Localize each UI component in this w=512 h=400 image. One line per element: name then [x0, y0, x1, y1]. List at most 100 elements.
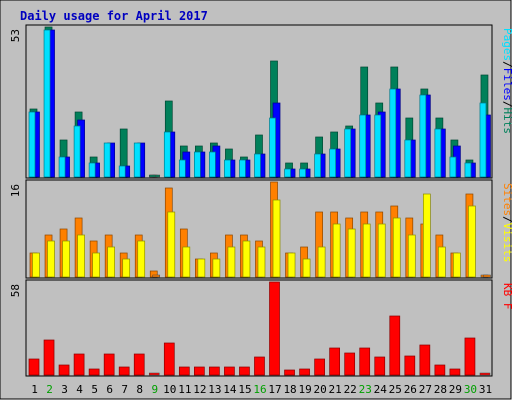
x-tick-label: 27 — [419, 383, 432, 396]
x-tick-label: 15 — [238, 383, 251, 396]
x-tick-label: 14 — [223, 383, 237, 396]
x-tick-label: 25 — [389, 383, 402, 396]
bar — [287, 252, 296, 278]
bar — [224, 366, 235, 376]
bar — [449, 156, 457, 178]
bar — [374, 356, 386, 376]
x-tick-label: 2 — [46, 383, 53, 396]
bar — [122, 258, 131, 278]
bar — [374, 114, 382, 178]
x-tick-label: 21 — [329, 383, 342, 396]
x-tick-label: 20 — [314, 383, 327, 396]
x-tick-label: 30 — [464, 383, 477, 396]
bar — [242, 240, 251, 278]
x-tick-label: 11 — [178, 383, 191, 396]
x-tick-label: 7 — [121, 383, 128, 396]
bar — [272, 199, 281, 278]
bar — [377, 223, 386, 278]
y-max-label: 16 — [9, 184, 22, 197]
bar — [107, 246, 116, 278]
bar — [419, 94, 427, 178]
bar — [269, 117, 276, 178]
bar — [163, 131, 171, 178]
bar — [28, 111, 36, 178]
bar — [209, 366, 220, 376]
bar — [133, 142, 141, 178]
bar — [149, 174, 156, 178]
bar — [43, 339, 55, 376]
x-tick-label: 29 — [449, 383, 462, 396]
bar — [299, 368, 310, 376]
series-kb-f — [28, 281, 491, 376]
x-tick-label: 4 — [76, 383, 83, 396]
bar — [344, 128, 352, 178]
x-tick-label: 19 — [298, 383, 311, 396]
bar — [178, 366, 190, 376]
bar — [314, 358, 325, 376]
x-tick-label: 24 — [374, 383, 388, 396]
series-visits — [32, 193, 491, 278]
bar — [254, 153, 261, 178]
bar — [314, 153, 321, 178]
bar — [212, 258, 221, 278]
bar — [404, 355, 416, 376]
bar — [88, 368, 100, 376]
legend-kb: KB F — [501, 283, 512, 310]
x-tick-label: 13 — [208, 383, 221, 396]
bar — [197, 258, 206, 278]
bar — [359, 347, 371, 376]
legend-entry: / — [501, 61, 512, 68]
bar — [389, 88, 397, 178]
bar — [479, 372, 491, 376]
legend-entry: Visits — [501, 223, 512, 263]
x-tick-label: 17 — [268, 383, 281, 396]
bar — [479, 102, 487, 178]
chart-title: Daily usage for April 2017 — [20, 9, 208, 23]
x-tick-label: 16 — [253, 383, 266, 396]
bar — [118, 165, 126, 178]
legend-entry: Pages — [501, 28, 512, 61]
bar — [434, 128, 442, 178]
bar — [62, 240, 70, 278]
x-tick-label: 28 — [434, 383, 447, 396]
bar — [389, 315, 401, 376]
bar — [182, 246, 191, 278]
bar — [422, 193, 431, 278]
x-tick-label: 6 — [106, 383, 113, 396]
bar — [167, 211, 176, 278]
bar — [73, 125, 81, 178]
panel-kb: 58 KB F — [9, 279, 512, 377]
bar — [329, 148, 336, 178]
bar — [178, 159, 186, 178]
bar — [284, 168, 291, 178]
bar — [332, 223, 341, 278]
bar — [449, 368, 461, 376]
bar — [329, 347, 340, 376]
bar — [284, 369, 295, 376]
bar — [483, 274, 491, 278]
bar — [239, 159, 246, 178]
bar — [149, 372, 160, 376]
legend-entry: KB F — [501, 283, 512, 310]
x-tick-label: 9 — [151, 383, 158, 396]
bar — [103, 353, 115, 376]
bar — [47, 240, 55, 278]
bar — [163, 342, 175, 376]
bar — [434, 364, 446, 376]
x-tick-label: 12 — [193, 383, 206, 396]
y-max-label: 53 — [9, 29, 22, 42]
bar — [77, 234, 85, 278]
legend-visits-sites: Sites/Visits — [501, 183, 512, 263]
bar — [118, 366, 130, 376]
bar — [464, 337, 476, 376]
bar — [464, 162, 472, 178]
bar — [317, 246, 326, 278]
bar — [194, 366, 205, 376]
bar — [347, 228, 356, 278]
bar — [224, 159, 231, 178]
panel-visits-sites: 16 Sites/Visits — [9, 179, 512, 279]
bar — [92, 252, 100, 278]
bar — [468, 205, 476, 278]
